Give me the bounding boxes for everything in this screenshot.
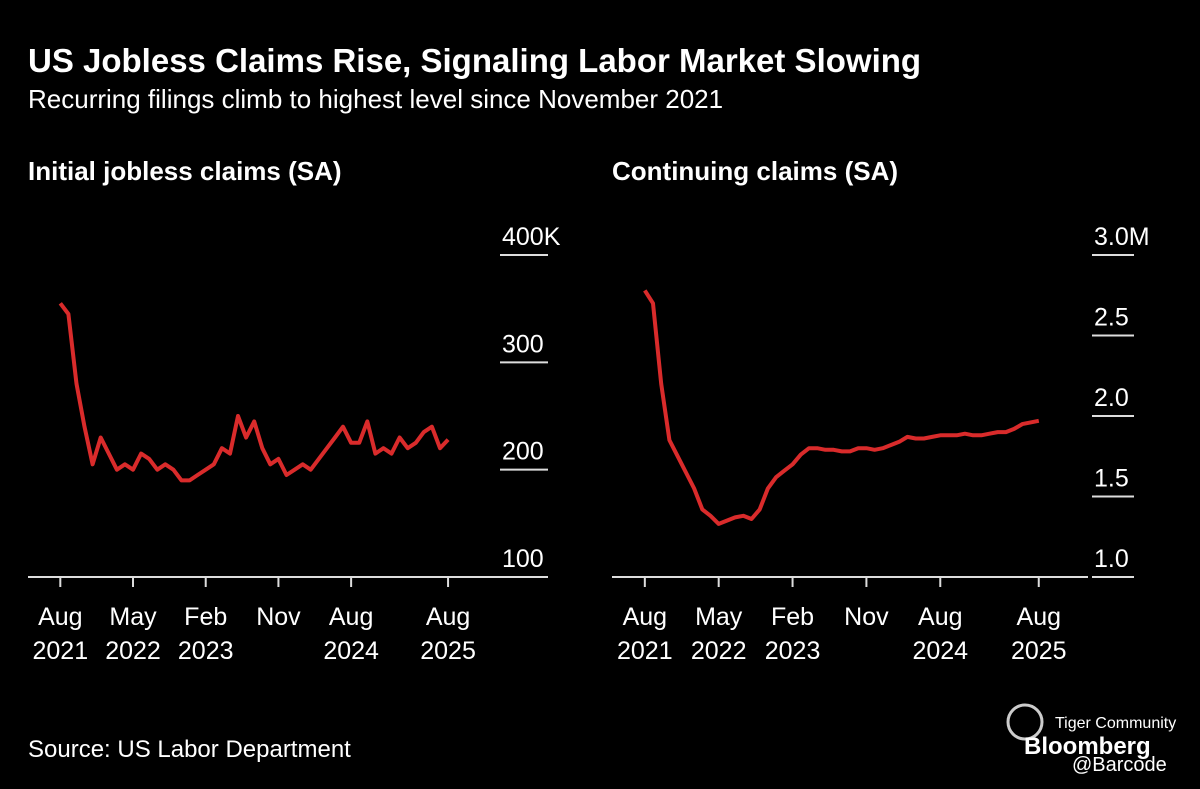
x-tick-label-line: Aug xyxy=(1017,603,1061,631)
y-tick-label: 200 xyxy=(502,438,544,466)
data-line xyxy=(643,289,1040,526)
x-tick-label: Aug 2025 xyxy=(1011,603,1067,665)
panel-title: Initial jobless claims (SA) xyxy=(28,156,342,186)
x-tick-label: Feb 2023 xyxy=(178,603,234,665)
x-tick-label-line: 2025 xyxy=(1011,637,1067,665)
watermark-logo xyxy=(1006,703,1044,741)
data-line xyxy=(58,302,450,483)
x-tick-label-line: Feb xyxy=(771,603,814,631)
x-tick-label-line: Aug xyxy=(329,603,373,631)
y-tick-label: 300 xyxy=(502,330,544,358)
x-tick-label: Nov xyxy=(256,603,301,631)
y-tick-label: 1.0 xyxy=(1094,545,1129,573)
y-tick-label: 3.0M xyxy=(1094,223,1150,251)
watermark-community: Tiger Community xyxy=(1055,715,1176,732)
x-tick-label-line: Aug xyxy=(426,603,470,631)
x-tick-label-line: Aug xyxy=(623,603,667,631)
x-tick-label-line: Feb xyxy=(184,603,227,631)
x-tick-label-line: 2021 xyxy=(33,637,89,665)
x-tick-label: Feb 2023 xyxy=(765,603,821,665)
x-tick-label: Aug 2021 xyxy=(33,603,89,665)
x-tick-label-line: May xyxy=(109,603,157,631)
x-tick-label: Aug 2024 xyxy=(912,603,968,665)
x-tick-label-line: Nov xyxy=(844,603,889,631)
watermark-brand: Bloomberg xyxy=(1024,733,1151,760)
y-tick-label: 1.5 xyxy=(1094,465,1129,493)
y-tick-label: 400K xyxy=(502,223,561,251)
x-tick-label: May 2022 xyxy=(691,603,747,665)
source: Source: US Labor Department xyxy=(28,736,351,763)
page-subtitle: Recurring filings climb to highest level… xyxy=(28,84,723,114)
x-tick-label-line: 2023 xyxy=(765,637,821,665)
y-tick-label: 2.0 xyxy=(1094,384,1129,412)
panel-title: Continuing claims (SA) xyxy=(612,156,898,186)
x-tick-label-line: 2024 xyxy=(323,637,379,665)
y-tick-label: 2.5 xyxy=(1094,304,1129,332)
x-tick-label-line: 2024 xyxy=(912,637,968,665)
x-tick-label: Nov xyxy=(844,603,889,631)
x-tick-label-line: Aug xyxy=(918,603,962,631)
x-tick-label-line: 2022 xyxy=(105,637,161,665)
y-tick-label: 100 xyxy=(502,545,544,573)
x-tick-label-line: May xyxy=(695,603,743,631)
x-tick-label-line: 2021 xyxy=(617,637,673,665)
x-tick-label: May 2022 xyxy=(105,603,161,665)
x-tick-label: Aug 2021 xyxy=(617,603,673,665)
x-tick-label: Aug 2025 xyxy=(420,603,476,665)
x-tick-label: Aug 2024 xyxy=(323,603,379,665)
x-tick-label-line: 2025 xyxy=(420,637,476,665)
page-title: US Jobless Claims Rise, Signaling Labor … xyxy=(28,42,921,79)
x-tick-label-line: Aug xyxy=(38,603,82,631)
x-tick-label-line: Nov xyxy=(256,603,301,631)
x-tick-label-line: 2023 xyxy=(178,637,234,665)
watermark-handle: @Barcode xyxy=(1072,754,1167,776)
x-tick-label-line: 2022 xyxy=(691,637,747,665)
